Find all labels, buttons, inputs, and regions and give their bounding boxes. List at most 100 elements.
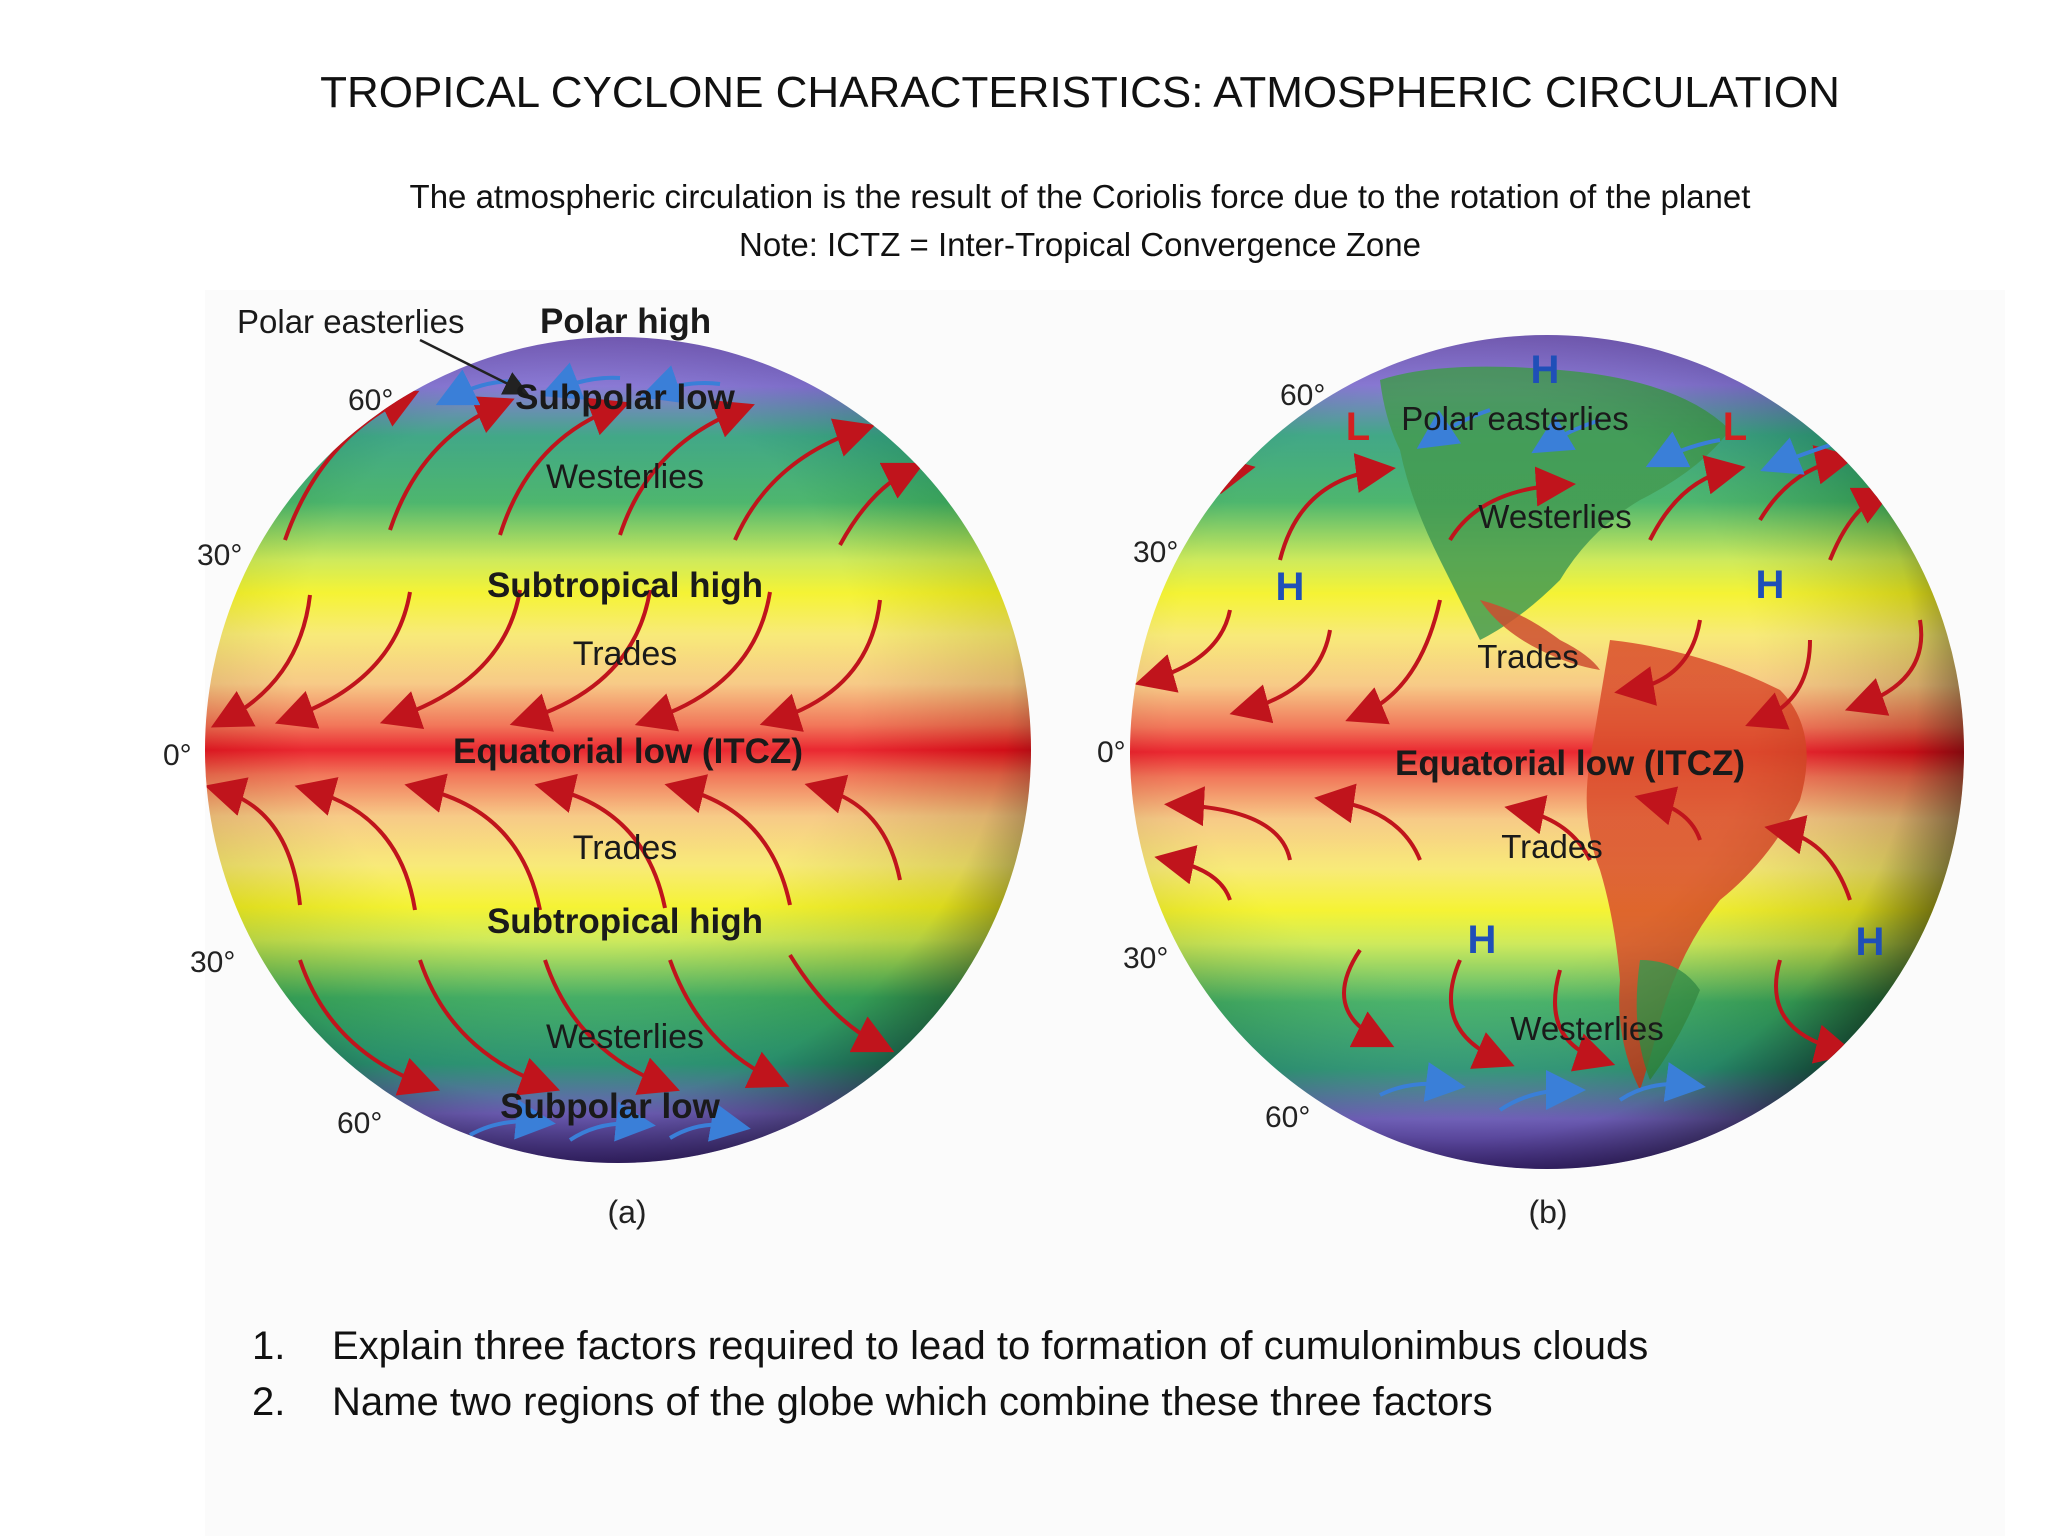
polar-wind-arrow: [1531, 415, 1601, 454]
lat-b-label-60s: 60°: [1265, 1101, 1310, 1134]
wind-arrow: [1345, 599, 1442, 725]
lat-label-60n: 60°: [348, 384, 393, 417]
wind-arrow: [788, 953, 895, 1053]
wind-arrow: [1648, 455, 1746, 541]
polar-wind-arrow: [1379, 1062, 1466, 1102]
wind-arrow: [759, 599, 882, 732]
globe-b-shading: [1130, 335, 1964, 1169]
question-item: 2. Name two regions of the globe which c…: [252, 1374, 1648, 1430]
high-marker-sw: H: [1468, 918, 1497, 962]
low-marker-west: L: [1346, 405, 1370, 449]
wind-arrow: [1449, 959, 1515, 1069]
polar-wind-arrow: [639, 365, 721, 404]
wind-arrow: [283, 390, 420, 541]
wind-arrow: [543, 959, 680, 1095]
wind-arrow: [804, 774, 902, 881]
lat-b-label-30s: 30°: [1123, 942, 1168, 975]
high-marker-nw: H: [1276, 565, 1305, 609]
question-text: Explain three factors required to lead t…: [332, 1323, 1649, 1368]
polar-wind-arrow: [1416, 408, 1491, 449]
globe-a-wind-arrows: [205, 390, 925, 1096]
wind-arrow: [1229, 629, 1332, 724]
question-number: 1.: [252, 1323, 286, 1368]
lat-b-label-equator: 0°: [1097, 736, 1126, 769]
wind-arrow: [634, 591, 772, 732]
wind-arrow: [1134, 609, 1232, 693]
label-equatorial-low: Equatorial low (ITCZ): [453, 732, 803, 771]
label-subpolar-low-north: Subpolar low: [515, 378, 736, 417]
subtitle-line-1: The atmospheric circulation is the resul…: [409, 178, 1751, 215]
wind-arrow: [618, 400, 755, 536]
wind-arrow: [1553, 969, 1616, 1072]
wind-arrow: [1314, 783, 1422, 861]
wind-arrow: [838, 462, 925, 546]
wind-arrow: [1634, 786, 1702, 841]
label-subpolar-low-south: Subpolar low: [500, 1087, 721, 1126]
wind-arrow: [1614, 619, 1702, 706]
wind-arrow: [298, 959, 441, 1096]
polar-wind-arrow: [1618, 1062, 1706, 1102]
wind-arrow: [1278, 453, 1396, 561]
wind-arrow: [509, 589, 652, 732]
wind-arrow: [1774, 959, 1856, 1064]
wind-arrow: [1758, 445, 1856, 522]
polar-wind-arrow: [540, 362, 621, 400]
wind-arrow: [274, 591, 412, 729]
high-marker-se: H: [1856, 920, 1885, 964]
question-item: 1. Explain three factors required to lea…: [252, 1318, 1648, 1374]
wind-arrow: [418, 959, 561, 1096]
high-marker-ne: H: [1756, 563, 1785, 607]
label-polar-high: Polar high: [540, 302, 711, 341]
lat-label-30s: 30°: [190, 946, 235, 979]
wind-arrow: [294, 777, 417, 911]
polar-wind-arrow: [1645, 431, 1721, 468]
polar-wind-arrow: [1760, 437, 1831, 475]
wind-arrow: [404, 773, 542, 911]
label-b-equatorial-low: Equatorial low (ITCZ): [1395, 744, 1745, 783]
question-list: 1. Explain three factors required to lea…: [252, 1318, 1648, 1430]
lat-label-60s: 60°: [337, 1107, 382, 1140]
label-b-polar-easterlies: Polar easterlies: [1401, 400, 1628, 437]
wind-arrow: [1764, 815, 1852, 901]
globe-a-shading: [205, 337, 1031, 1163]
polar-wind-arrow: [668, 1102, 751, 1142]
wind-arrow: [1504, 795, 1592, 861]
subtitle-line-2: Note: ICTZ = Inter-Tropical Convergence …: [739, 226, 1421, 263]
wind-arrow: [388, 396, 515, 531]
caption-a: (a): [607, 1194, 646, 1230]
label-westerlies-south: Westerlies: [546, 1018, 704, 1056]
high-marker-polar: H: [1531, 348, 1560, 392]
lat-b-label-60n: 60°: [1280, 379, 1325, 412]
label-polar-easterlies: Polar easterlies: [237, 303, 464, 340]
wind-arrow: [1154, 845, 1232, 901]
polar-wind-arrow: [469, 1099, 556, 1140]
label-b-westerlies-south: Westerlies: [1510, 1010, 1663, 1047]
wind-arrow: [1164, 786, 1292, 861]
question-text: Name two regions of the globe which comb…: [332, 1379, 1493, 1424]
wind-arrow: [1828, 487, 1895, 561]
polar-wind-arrow: [568, 1101, 656, 1142]
wind-arrow: [210, 594, 312, 728]
globe-b-polar-arrows: [1379, 408, 1831, 1112]
wind-arrow: [1342, 948, 1395, 1048]
label-subtropical-high-north: Subtropical high: [487, 566, 763, 605]
lat-label-equator: 0°: [163, 739, 192, 772]
caption-b: (b): [1528, 1194, 1567, 1230]
globe-a-polar-arrows: [435, 362, 751, 1142]
label-subtropical-high-south: Subtropical high: [487, 902, 763, 941]
globe-b: H L L H H H H Polar easterlies Westerlie…: [1097, 335, 1964, 1230]
polar-easterlies-pointer: [419, 338, 529, 395]
wind-arrow: [1745, 639, 1812, 730]
wind-arrow: [205, 777, 302, 906]
label-westerlies-north: Westerlies: [546, 458, 704, 496]
wind-arrow: [668, 959, 790, 1088]
polar-wind-arrow: [1498, 1070, 1586, 1112]
label-b-trades-north: Trades: [1477, 638, 1578, 675]
slide-title: TROPICAL CYCLONE CHARACTERISTICS: ATMOSP…: [320, 68, 1840, 117]
label-b-trades-south: Trades: [1501, 828, 1602, 865]
lat-label-30n: 30°: [197, 539, 242, 572]
low-marker-east: L: [1723, 405, 1747, 449]
lat-b-label-30n: 30°: [1133, 536, 1178, 569]
wind-arrow: [379, 589, 522, 730]
